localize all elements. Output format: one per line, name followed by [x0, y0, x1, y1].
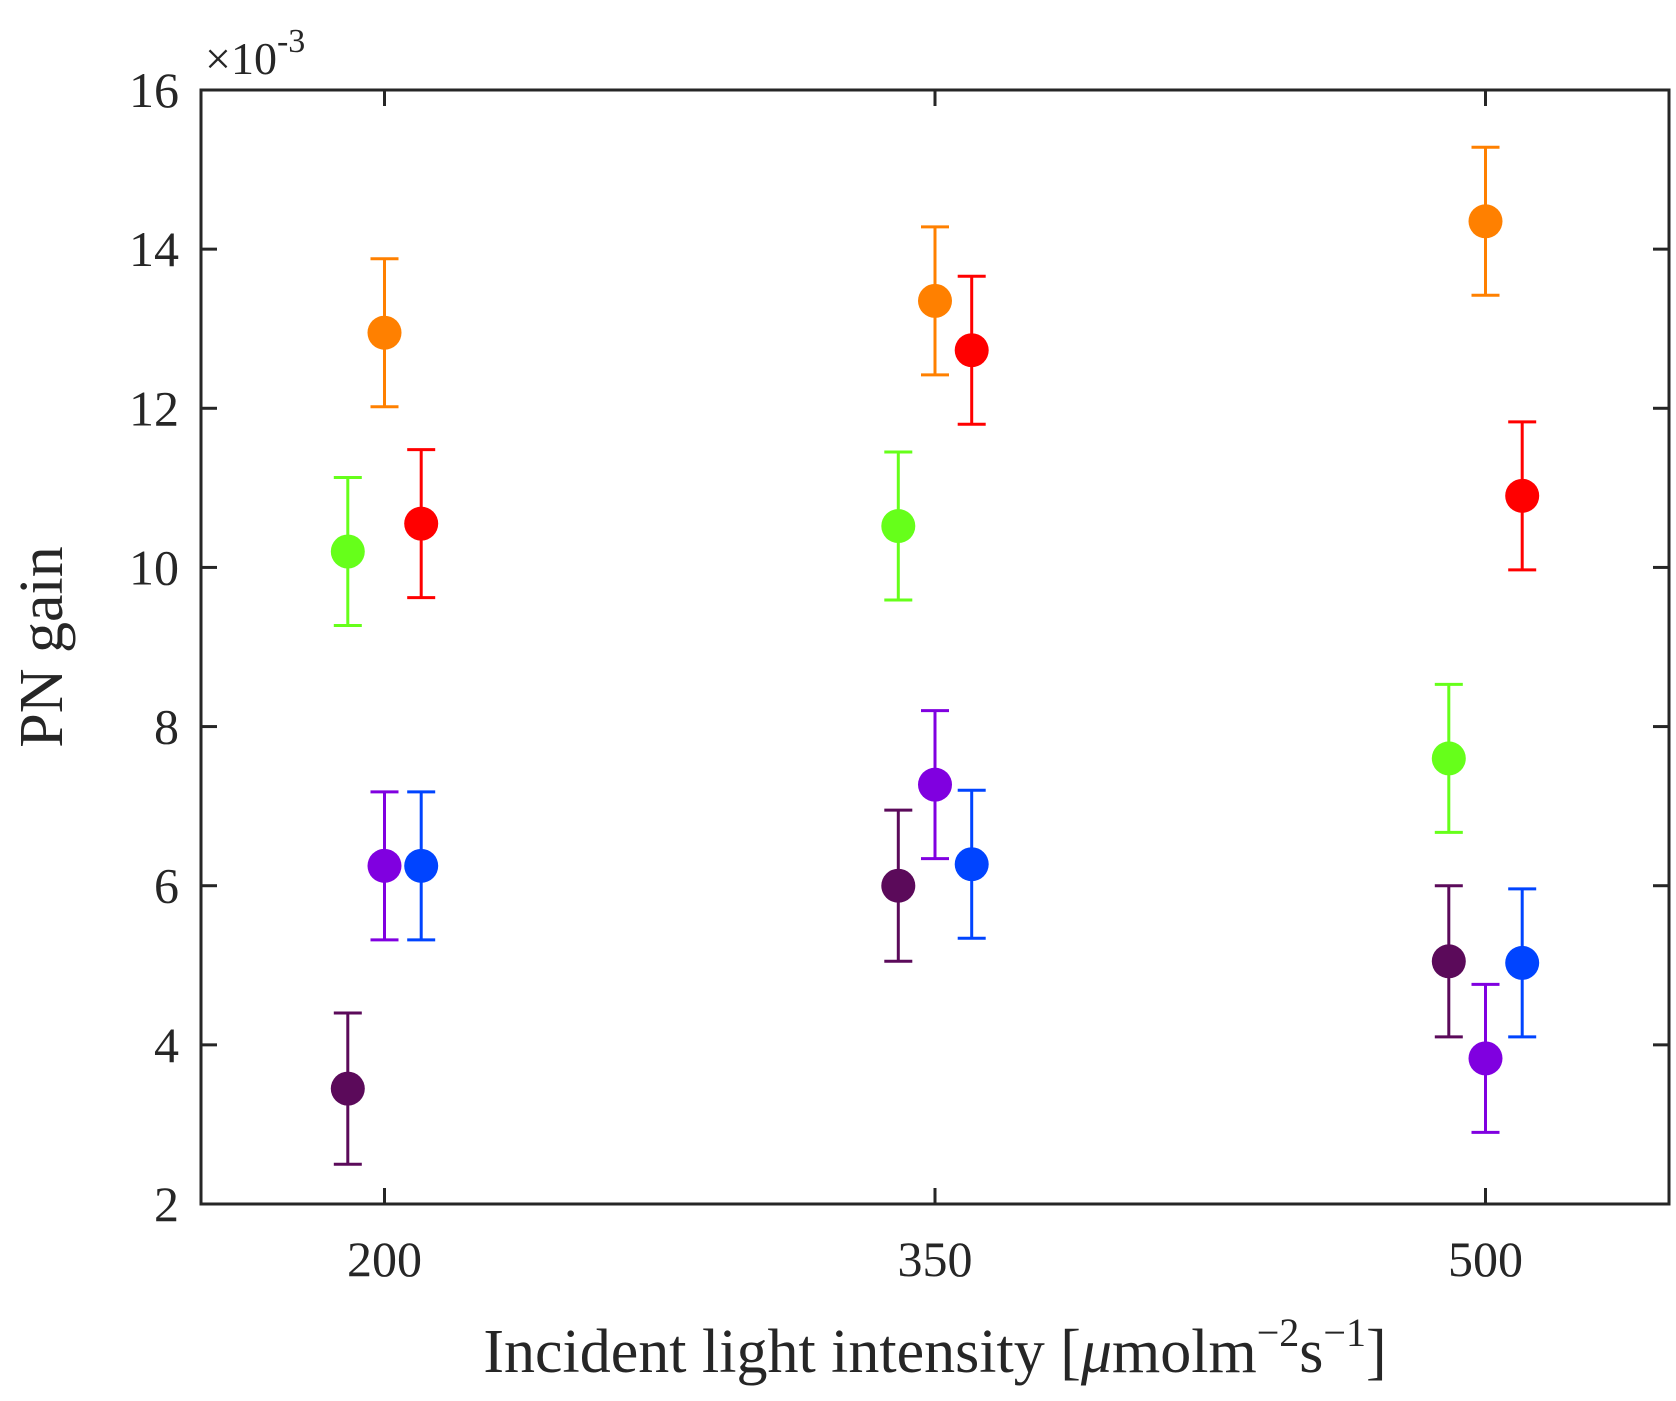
- data-point: [1505, 478, 1540, 513]
- data-point: [954, 333, 989, 368]
- data-point: [881, 509, 916, 544]
- data-point: [367, 315, 402, 350]
- data-point: [954, 847, 989, 882]
- series-green: [330, 450, 1466, 834]
- series-orange: [367, 145, 1503, 409]
- x-axis-ticks: 200 350 500: [347, 90, 1523, 1287]
- x-tick-label: 500: [1448, 1231, 1523, 1287]
- y-axis-title: PN gain: [8, 546, 76, 748]
- data-point: [330, 1071, 365, 1106]
- data-point: [1431, 741, 1466, 776]
- y-tick-label: 8: [154, 699, 179, 755]
- data-point: [1468, 204, 1503, 239]
- data-point: [881, 868, 916, 903]
- data-point: [1468, 1041, 1503, 1076]
- y-multiplier: ×10-3: [205, 23, 305, 84]
- data-point: [918, 767, 952, 802]
- data-point: [330, 534, 365, 569]
- data-point: [367, 848, 402, 883]
- data-point: [404, 848, 439, 883]
- y-tick-label: 4: [154, 1017, 179, 1073]
- x-tick-label: 200: [347, 1231, 422, 1287]
- y-tick-label: 6: [154, 858, 179, 914]
- series-red: [404, 274, 1540, 600]
- x-axis-title: Incident light intensity [μmolm−2s−1]: [483, 1310, 1386, 1386]
- y-axis-ticks: 2 4 6 8 10 12 14 16: [129, 62, 1669, 1232]
- series-dark-purple: [330, 808, 1466, 1166]
- x-tick-label: 350: [898, 1231, 973, 1287]
- data-series: [330, 145, 1540, 1166]
- series-violet: [367, 709, 1503, 1134]
- y-tick-label: 12: [129, 380, 179, 436]
- y-tick-label: 16: [129, 62, 179, 118]
- data-point: [918, 283, 952, 318]
- series-blue: [404, 788, 1540, 1039]
- y-tick-label: 14: [129, 221, 179, 277]
- y-tick-label: 10: [129, 539, 179, 595]
- y-multiplier-exponent: -3: [277, 23, 305, 60]
- data-point: [404, 506, 439, 541]
- data-point: [1505, 945, 1540, 980]
- y-tick-label: 2: [154, 1176, 179, 1232]
- data-point: [1431, 944, 1466, 979]
